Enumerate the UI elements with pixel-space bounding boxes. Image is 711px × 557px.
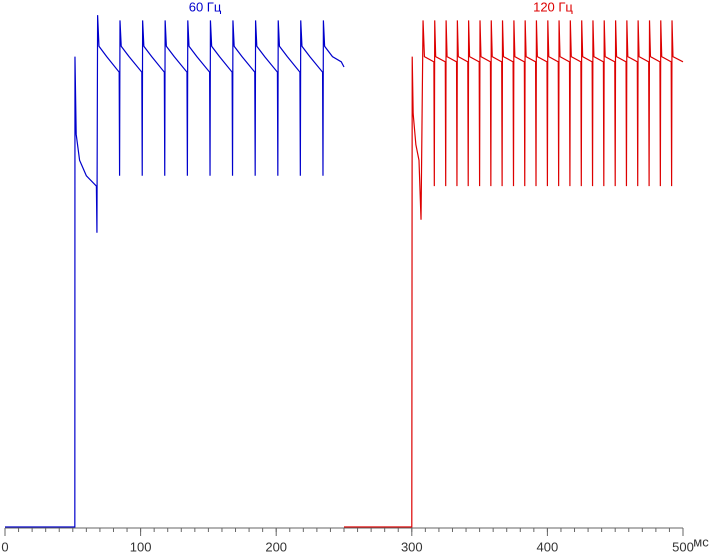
series-label: 60 Гц	[189, 0, 222, 14]
x-tick-label: 200	[265, 539, 287, 554]
series-label: 120 Гц	[533, 0, 573, 14]
x-tick-label: 0	[1, 539, 8, 554]
x-tick-label: 300	[401, 539, 423, 554]
x-axis-label: мс	[693, 534, 709, 549]
x-tick-label: 100	[130, 539, 152, 554]
x-tick-label: 500	[672, 539, 694, 554]
series-line	[344, 20, 684, 528]
x-tick-label: 400	[537, 539, 559, 554]
series-line	[5, 15, 345, 528]
